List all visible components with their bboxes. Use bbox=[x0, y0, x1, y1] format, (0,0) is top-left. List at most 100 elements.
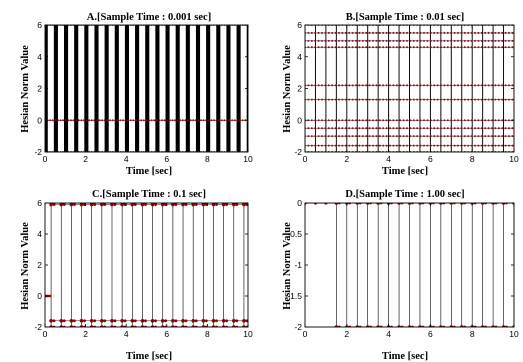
data-point bbox=[497, 46, 500, 49]
data-point bbox=[456, 135, 460, 138]
y-tick-label: 0 bbox=[37, 291, 42, 301]
data-point bbox=[371, 135, 375, 138]
data-point bbox=[494, 119, 497, 122]
data-point bbox=[365, 46, 368, 49]
data-point bbox=[477, 46, 480, 49]
data-point bbox=[245, 319, 248, 323]
data-point bbox=[348, 84, 351, 87]
data-point bbox=[439, 46, 443, 49]
data-point bbox=[467, 31, 470, 34]
data-point bbox=[331, 127, 334, 130]
data-point bbox=[494, 84, 497, 87]
data-point bbox=[314, 98, 317, 101]
data-point bbox=[327, 144, 330, 147]
data-point bbox=[426, 127, 429, 130]
data-point bbox=[69, 203, 74, 207]
data-point bbox=[460, 127, 463, 130]
data-point bbox=[405, 144, 409, 147]
data-point bbox=[419, 31, 422, 34]
data-point bbox=[327, 135, 330, 138]
data-point bbox=[221, 319, 226, 323]
data-point bbox=[120, 319, 124, 323]
data-point bbox=[490, 31, 494, 34]
data-point bbox=[388, 46, 392, 49]
data-point bbox=[186, 119, 190, 122]
data-point bbox=[361, 144, 364, 147]
data-point bbox=[320, 144, 324, 147]
data-point bbox=[399, 31, 402, 34]
panel-d-title: D.[Sample Time : 1.00 sec] bbox=[345, 189, 464, 200]
data-point bbox=[317, 39, 320, 42]
data-point bbox=[484, 144, 487, 147]
data-point bbox=[392, 84, 395, 87]
data-point bbox=[191, 319, 195, 323]
data-point bbox=[144, 203, 147, 206]
data-point bbox=[368, 119, 371, 122]
data-point bbox=[331, 84, 334, 87]
data-point bbox=[348, 135, 351, 138]
data-point bbox=[317, 46, 320, 49]
data-point bbox=[324, 144, 327, 147]
data-point bbox=[436, 135, 439, 138]
data-point bbox=[385, 135, 388, 138]
data-point bbox=[375, 127, 378, 130]
data-point bbox=[494, 144, 497, 147]
data-point bbox=[405, 127, 409, 130]
data-point bbox=[419, 127, 422, 130]
data-point bbox=[211, 203, 216, 207]
data-point bbox=[334, 135, 337, 138]
data-point bbox=[446, 31, 449, 34]
data-point bbox=[344, 127, 347, 130]
data-point bbox=[487, 127, 490, 130]
data-point bbox=[194, 203, 198, 206]
data-point bbox=[337, 46, 341, 49]
data-point bbox=[416, 135, 419, 138]
panel-b-y-ticks: -2 0 2 4 6 bbox=[294, 20, 514, 157]
data-point bbox=[494, 135, 497, 138]
data-point bbox=[324, 39, 327, 42]
data-point bbox=[354, 39, 358, 42]
data-point bbox=[463, 46, 466, 49]
data-point bbox=[490, 98, 494, 101]
data-point bbox=[487, 84, 490, 87]
data-point bbox=[484, 31, 487, 34]
data-point bbox=[477, 98, 480, 101]
data-point bbox=[456, 127, 460, 130]
data-point bbox=[331, 119, 334, 122]
panel-d-y-ticks: -2 -1.5 -1 -0.5 0 bbox=[287, 198, 514, 332]
data-point bbox=[310, 31, 313, 34]
data-point bbox=[351, 144, 354, 147]
data-point bbox=[402, 127, 405, 130]
data-point bbox=[450, 98, 453, 101]
data-point bbox=[388, 135, 392, 138]
data-point bbox=[395, 98, 398, 101]
data-point bbox=[375, 135, 378, 138]
data-point bbox=[497, 119, 500, 122]
data-point bbox=[436, 119, 439, 122]
data-point bbox=[52, 203, 56, 206]
data-point bbox=[82, 119, 86, 122]
data-point bbox=[426, 98, 429, 101]
data-point bbox=[480, 46, 483, 49]
data-point bbox=[507, 46, 511, 49]
data-point bbox=[378, 135, 381, 138]
data-point bbox=[443, 31, 446, 34]
data-point bbox=[160, 119, 164, 122]
data-point bbox=[507, 39, 511, 42]
y-tick-label: 4 bbox=[37, 52, 42, 62]
data-point bbox=[324, 84, 327, 87]
y-tick-label: -1 bbox=[294, 260, 302, 270]
data-point bbox=[456, 144, 460, 147]
data-point bbox=[344, 31, 347, 34]
data-point bbox=[174, 319, 178, 323]
data-point bbox=[450, 46, 453, 49]
data-point bbox=[504, 46, 507, 49]
data-point bbox=[181, 119, 184, 122]
data-point bbox=[388, 119, 392, 122]
data-point bbox=[463, 98, 466, 101]
data-point bbox=[507, 144, 511, 147]
data-point bbox=[409, 144, 412, 147]
data-point bbox=[310, 84, 313, 87]
data-point bbox=[72, 319, 76, 323]
data-point bbox=[233, 119, 236, 122]
